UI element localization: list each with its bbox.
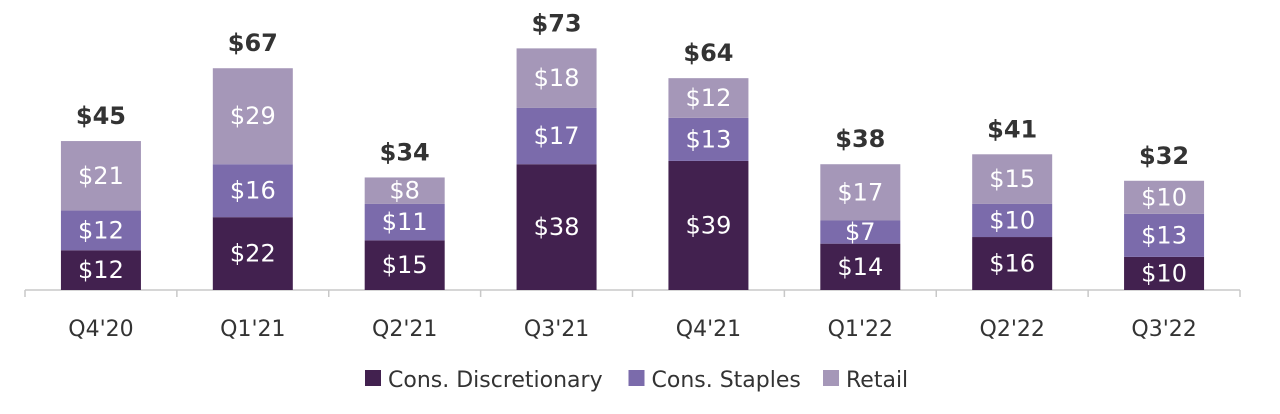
total-label: $32: [1139, 142, 1189, 170]
data-label: $15: [989, 165, 1035, 193]
bar-segment-1: [820, 243, 901, 290]
data-label: $39: [686, 211, 732, 239]
bar-segment-1: [668, 160, 749, 290]
bar-segment-1: [212, 217, 293, 290]
bar-segment-3: [60, 141, 141, 211]
bar-segment-2: [212, 164, 293, 218]
total-label: $34: [380, 138, 430, 166]
data-label: $17: [837, 178, 883, 206]
bar-segment-2: [364, 203, 445, 241]
total-label: $41: [987, 115, 1037, 143]
data-label: $12: [78, 256, 124, 284]
data-label: $21: [78, 162, 124, 190]
x-tick-label: Q2'22: [980, 317, 1045, 342]
bar-segment-1: [516, 164, 597, 290]
total-label: $45: [76, 102, 126, 130]
bar-segment-3: [820, 164, 901, 221]
data-label: $17: [534, 122, 580, 150]
x-tick-label: Q4'20: [68, 317, 133, 342]
data-label: $16: [230, 177, 276, 205]
data-label: $7: [845, 218, 876, 246]
bar-segment-1: [972, 237, 1053, 290]
bar-segment-3: [1124, 180, 1205, 214]
bar-segment-1: [364, 240, 445, 290]
x-tick-label: Q3'21: [524, 317, 589, 342]
total-label: $38: [835, 125, 885, 153]
bar-segment-3: [516, 48, 597, 108]
legend-label: Cons. Staples: [652, 368, 801, 393]
legend-label: Retail: [846, 368, 908, 393]
total-label: $73: [532, 9, 582, 37]
bar-segment-2: [60, 210, 141, 251]
bar-segment-3: [972, 154, 1053, 204]
bar-segment-2: [820, 220, 901, 244]
data-label: $38: [534, 213, 580, 241]
data-label: $10: [1141, 259, 1187, 287]
data-label: $10: [989, 206, 1035, 234]
bar-segment-3: [364, 177, 445, 204]
data-label: $16: [989, 250, 1035, 278]
x-tick-label: Q4'21: [676, 317, 741, 342]
data-label: $8: [389, 177, 420, 205]
data-label: $13: [1141, 221, 1187, 249]
bar-segment-3: [668, 78, 749, 118]
bar-segment-1: [60, 250, 141, 290]
data-label: $10: [1141, 183, 1187, 211]
data-label: $12: [686, 84, 732, 112]
data-label: $15: [382, 251, 428, 279]
x-tick-label: Q1'21: [220, 317, 285, 342]
bar-segment-1: [1124, 256, 1205, 290]
legend-swatch-2: [628, 370, 645, 386]
legend-swatch-1: [365, 370, 381, 386]
x-tick-label: Q3'22: [1131, 317, 1196, 342]
bar-segment-2: [668, 117, 749, 161]
total-label: $64: [683, 39, 733, 67]
data-label: $18: [534, 64, 580, 92]
data-label: $14: [837, 253, 883, 281]
data-label: $29: [230, 102, 276, 130]
bar-segment-2: [972, 203, 1053, 238]
data-label: $12: [78, 216, 124, 244]
data-label: $11: [382, 208, 428, 236]
bar-segment-2: [516, 107, 597, 165]
x-tick-label: Q1'22: [828, 317, 893, 342]
bar-segment-3: [212, 68, 293, 165]
legend-swatch-3: [823, 370, 839, 386]
x-tick-label: Q2'21: [372, 317, 437, 342]
total-label: $67: [228, 29, 278, 57]
data-label: $13: [686, 125, 732, 153]
data-label: $22: [230, 240, 276, 268]
bar-segment-2: [1124, 213, 1205, 257]
legend-label: Cons. Discretionary: [388, 368, 603, 393]
